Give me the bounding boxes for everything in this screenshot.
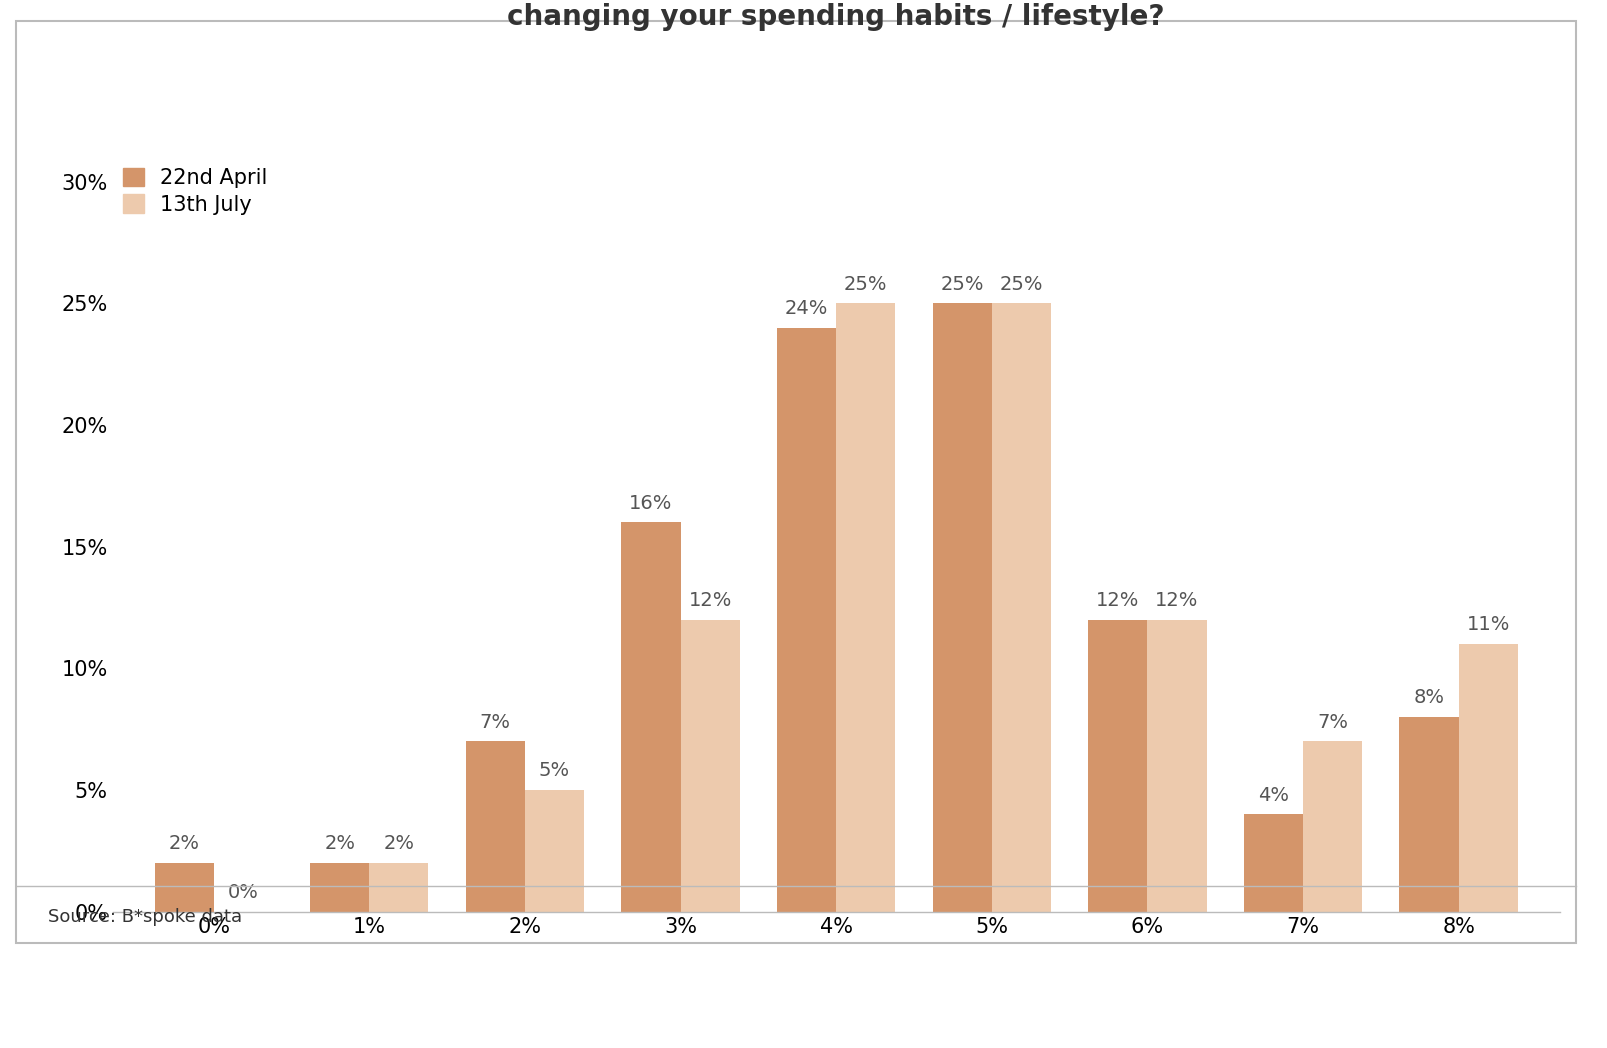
- Text: 16%: 16%: [628, 494, 672, 512]
- Text: 8%: 8%: [1413, 689, 1443, 707]
- Text: At what mortgage rate would you seriously consider
changing your spending habits: At what mortgage rate would you seriousl…: [424, 0, 1247, 31]
- Text: 0%: 0%: [228, 883, 259, 902]
- Bar: [680, 619, 739, 912]
- Bar: [1244, 814, 1302, 912]
- Text: 4%: 4%: [1257, 786, 1289, 805]
- Bar: [1398, 717, 1458, 912]
- Text: 2%: 2%: [325, 834, 355, 853]
- Text: 25%: 25%: [940, 275, 983, 293]
- Text: 25%: 25%: [1000, 275, 1043, 293]
- Bar: [932, 303, 992, 912]
- Bar: [154, 864, 214, 912]
- Bar: [1458, 645, 1517, 912]
- Text: 12%: 12%: [1096, 591, 1139, 610]
- Bar: [1088, 619, 1147, 912]
- Text: 11%: 11%: [1466, 615, 1509, 634]
- Text: 7%: 7%: [479, 713, 511, 732]
- Bar: [310, 864, 370, 912]
- Bar: [992, 303, 1051, 912]
- Legend: 22nd April, 13th July: 22nd April, 13th July: [122, 168, 268, 215]
- Bar: [620, 522, 680, 912]
- Bar: [776, 328, 836, 912]
- Text: 12%: 12%: [1154, 591, 1197, 610]
- Text: 7%: 7%: [1316, 713, 1347, 732]
- Bar: [370, 864, 427, 912]
- Text: 24%: 24%: [784, 299, 828, 318]
- Text: 2%: 2%: [169, 834, 199, 853]
- Text: 2%: 2%: [382, 834, 415, 853]
- Text: 5%: 5%: [538, 761, 570, 781]
- Bar: [836, 303, 895, 912]
- Bar: [1302, 741, 1361, 912]
- Text: Source: B*spoke data: Source: B*spoke data: [48, 908, 243, 926]
- Bar: [1147, 619, 1205, 912]
- Bar: [524, 790, 583, 912]
- Bar: [466, 741, 524, 912]
- Text: 12%: 12%: [688, 591, 731, 610]
- Text: 25%: 25%: [844, 275, 887, 293]
